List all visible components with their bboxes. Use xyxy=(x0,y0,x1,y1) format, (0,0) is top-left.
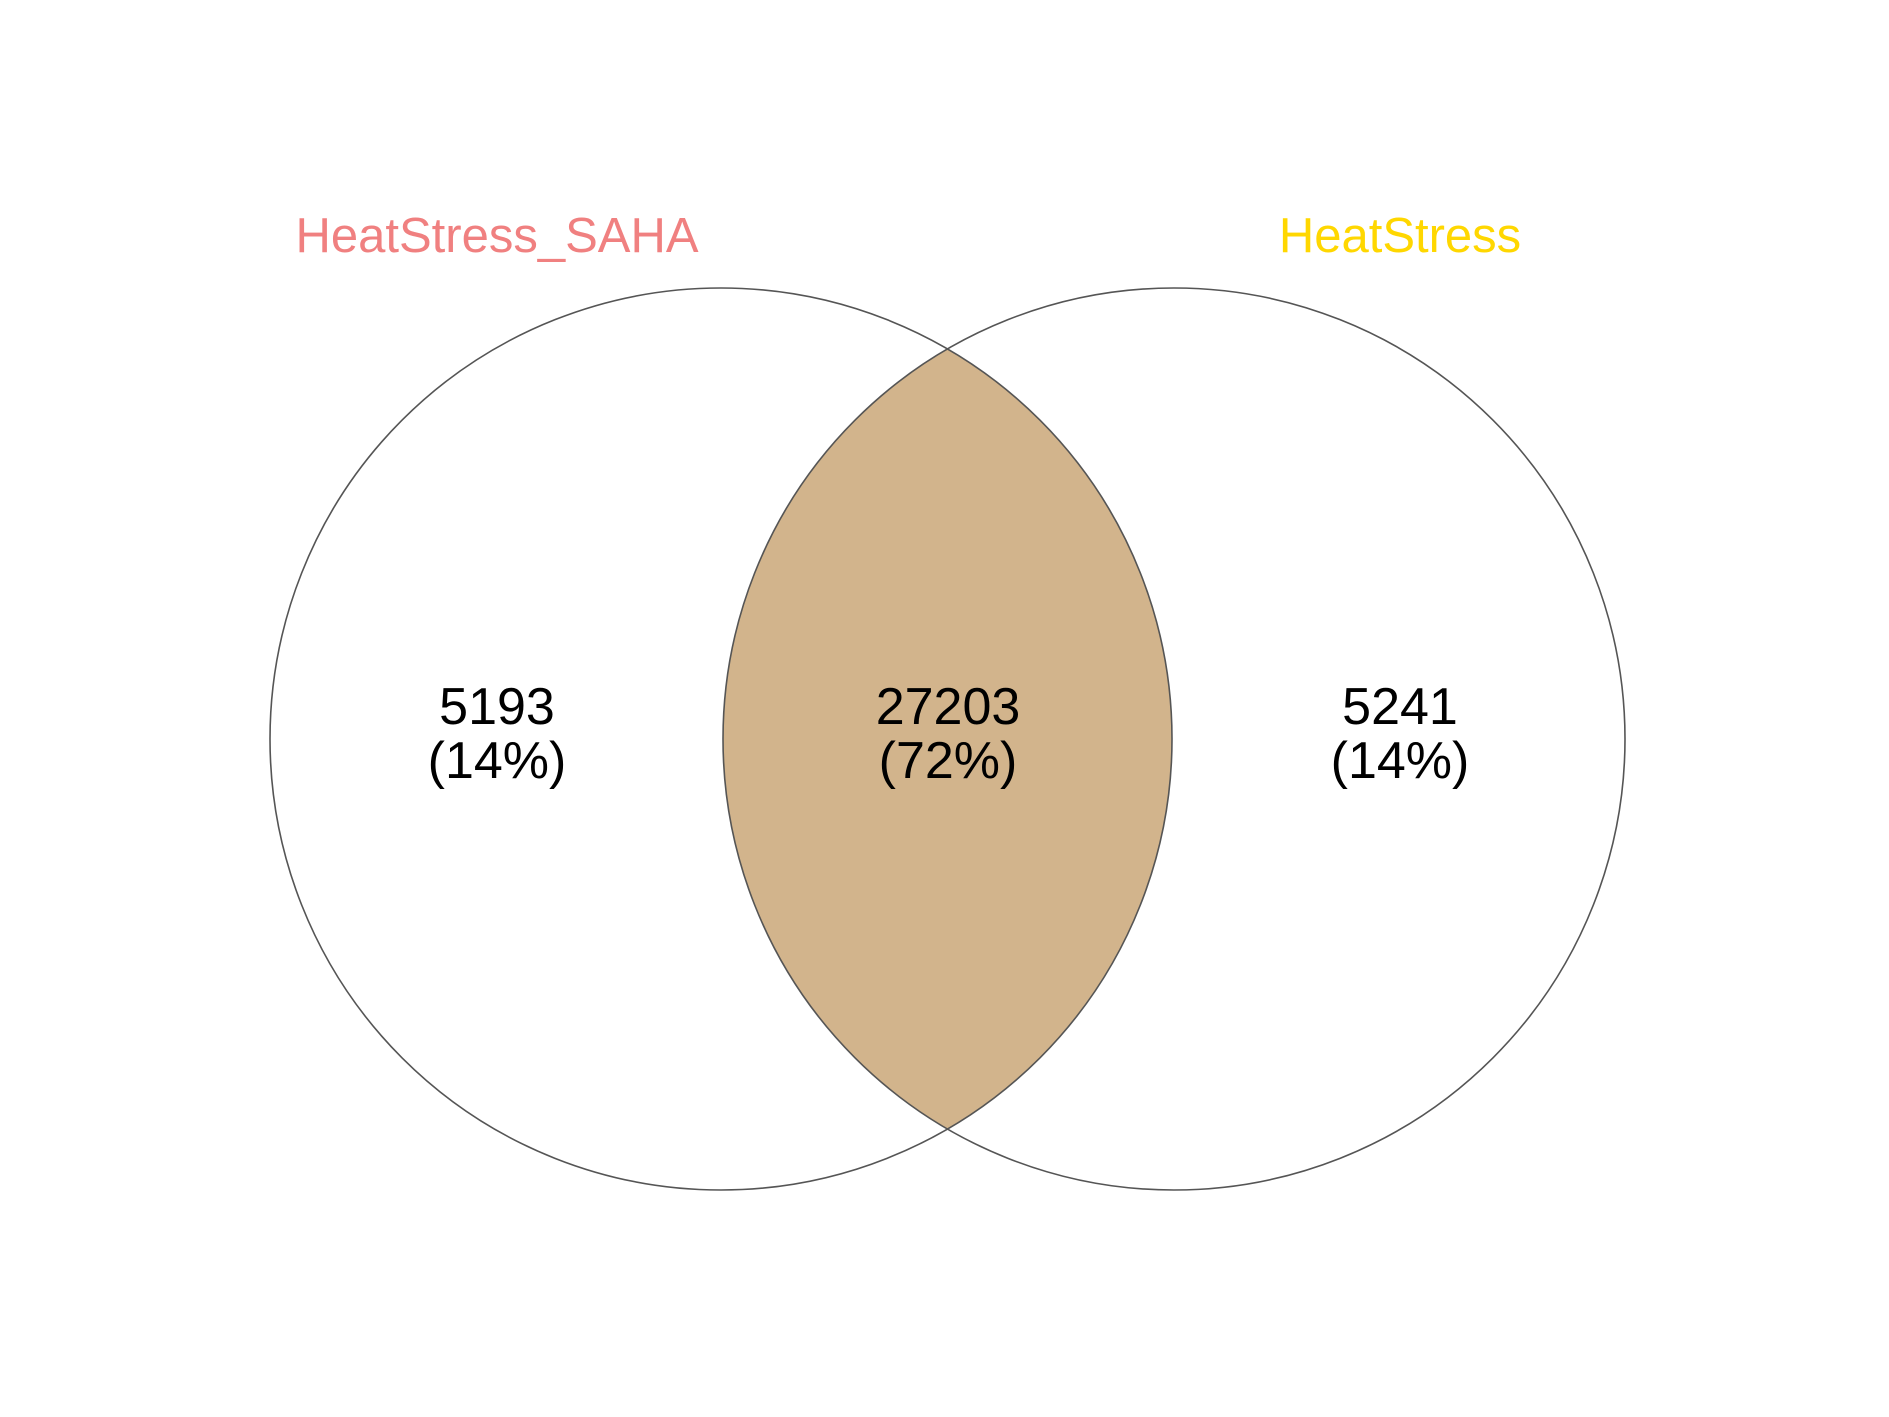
right-set-circle xyxy=(722,287,1626,1191)
left-only-percent: (14%) xyxy=(428,732,567,790)
right-only-percent: (14%) xyxy=(1331,732,1470,790)
left-only-count: 5193 xyxy=(439,678,555,736)
left-set-circle xyxy=(269,287,1173,1191)
intersection-count: 27203 xyxy=(876,678,1021,736)
left-set-label: HeatStress_SAHA xyxy=(295,209,698,263)
right-set-label: HeatStress xyxy=(1279,209,1521,263)
right-only-count: 5241 xyxy=(1342,678,1458,736)
intersection-percent: (72%) xyxy=(879,732,1018,790)
intersection-region xyxy=(723,288,1172,1190)
